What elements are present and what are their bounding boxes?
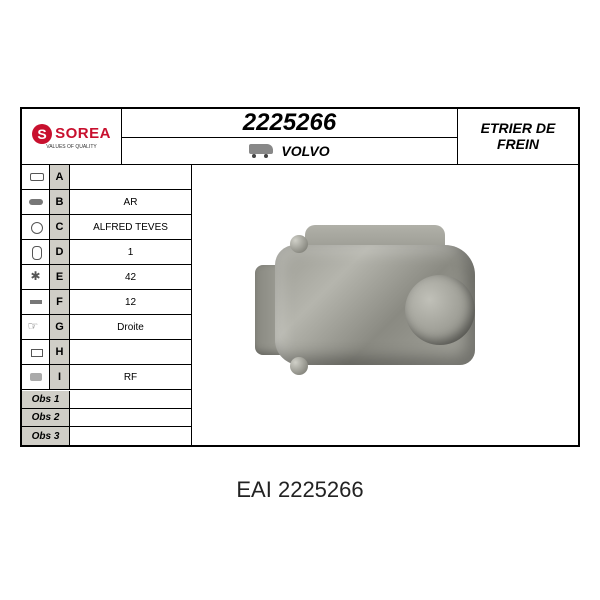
spec-letter: E — [50, 265, 70, 289]
spec-row: H — [22, 340, 191, 365]
caption: EAI 2225266 — [236, 477, 363, 503]
spec-row: C ALFRED TEVES — [22, 215, 191, 240]
caption-number: 2225266 — [278, 477, 364, 502]
spec-row: D 1 — [22, 240, 191, 265]
spec-row: A — [22, 165, 191, 190]
spec-letter: B — [50, 190, 70, 214]
obs-value — [70, 391, 191, 408]
spec-icon — [22, 215, 50, 239]
product-type-label: Etrier de frein — [458, 109, 578, 164]
caption-brand: EAI — [236, 477, 271, 502]
obs-label: Obs 2 — [22, 409, 70, 426]
brand-logo: S SOREA — [32, 124, 111, 144]
spec-letter: G — [50, 315, 70, 339]
obs-row: Obs 2 — [22, 409, 191, 427]
part-number-box: 2225266 VOLVO — [122, 109, 458, 164]
spec-column: A B AR C ALFRED TEVES D 1 E 42 — [22, 165, 192, 445]
spec-value: AR — [70, 190, 191, 214]
main-row: A B AR C ALFRED TEVES D 1 E 42 — [22, 165, 578, 445]
spec-value — [70, 340, 191, 364]
vehicle-icon — [249, 144, 273, 158]
spec-row: I RF — [22, 365, 191, 390]
spec-icon — [22, 265, 50, 289]
brand-logo-box: S SOREA VALUES OF QUALITY — [22, 109, 122, 164]
obs-value — [70, 427, 191, 445]
spec-value: RF — [70, 365, 191, 389]
spec-value: 42 — [70, 265, 191, 289]
spec-letter: A — [50, 165, 70, 189]
spec-row: F 12 — [22, 290, 191, 315]
spec-letter: D — [50, 240, 70, 264]
obs-label: Obs 3 — [22, 427, 70, 445]
spec-letter: F — [50, 290, 70, 314]
spec-icon — [22, 290, 50, 314]
header-row: S SOREA VALUES OF QUALITY 2225266 VOLVO … — [22, 109, 578, 165]
brand-name: SOREA — [55, 125, 111, 142]
spec-icon — [22, 190, 50, 214]
vehicle-make: VOLVO — [281, 143, 329, 159]
spec-icon — [22, 365, 50, 389]
spec-icon — [22, 315, 50, 339]
vehicle-make-row: VOLVO — [122, 138, 457, 164]
obs-row: Obs 1 — [22, 391, 191, 409]
spec-value: 1 — [70, 240, 191, 264]
brand-tagline: VALUES OF QUALITY — [46, 144, 96, 150]
spec-value — [70, 165, 191, 189]
spec-letter: I — [50, 365, 70, 389]
spec-letter: C — [50, 215, 70, 239]
spec-icon — [22, 340, 50, 364]
obs-row: Obs 3 — [22, 427, 191, 445]
part-number: 2225266 — [122, 109, 457, 138]
spec-icon — [22, 165, 50, 189]
brand-logo-icon: S — [32, 124, 52, 144]
obs-label: Obs 1 — [22, 391, 70, 408]
brake-caliper-illustration — [245, 205, 525, 405]
spec-row: G Droite — [22, 315, 191, 340]
spec-value: Droite — [70, 315, 191, 339]
product-card: S SOREA VALUES OF QUALITY 2225266 VOLVO … — [20, 107, 580, 447]
spec-row: E 42 — [22, 265, 191, 290]
spec-value: ALFRED TEVES — [70, 215, 191, 239]
spec-icon — [22, 240, 50, 264]
spec-letter: H — [50, 340, 70, 364]
product-image-area — [192, 165, 578, 445]
spec-value: 12 — [70, 290, 191, 314]
spec-row: B AR — [22, 190, 191, 215]
obs-value — [70, 409, 191, 426]
